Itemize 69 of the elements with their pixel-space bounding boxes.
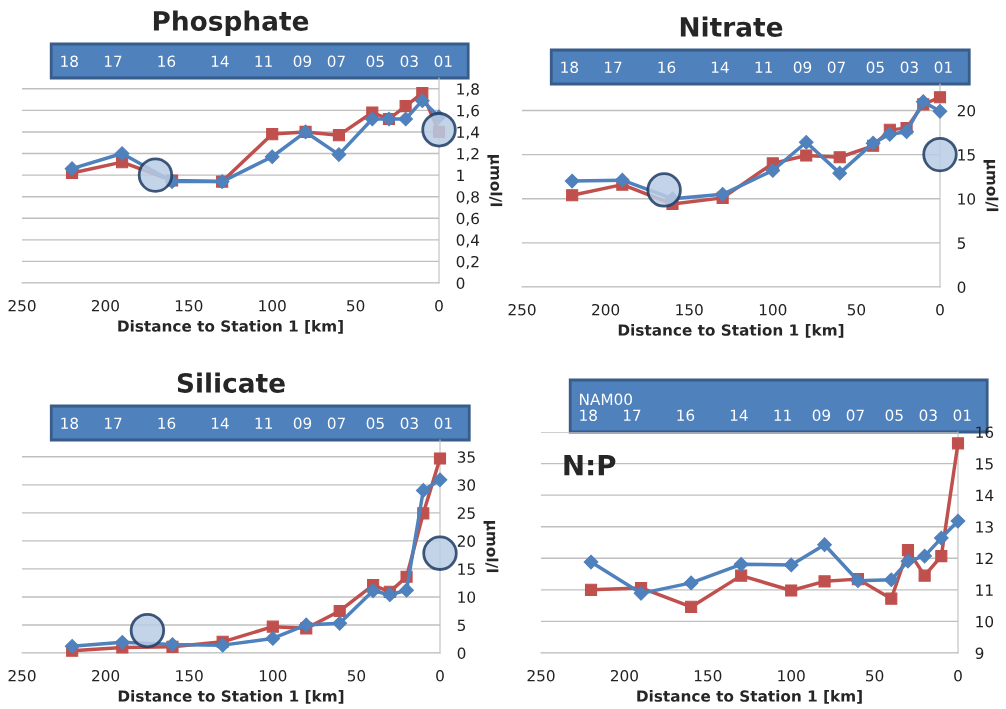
- chart-title: Phosphate: [153, 10, 309, 36]
- y-tick-label: 13: [976, 521, 993, 533]
- y-tick-label: 5: [457, 619, 466, 631]
- x-tick-label: 250: [8, 299, 36, 312]
- y-tick-label: 9: [975, 647, 984, 660]
- y-tick-label: 10: [958, 193, 976, 205]
- text: 18 17 16 14 11 09 07 05 03 01: [61, 55, 452, 68]
- y-tick-label: 20: [457, 535, 476, 547]
- x-tick-label: 150: [175, 299, 203, 312]
- x-tick-label: 200: [92, 669, 120, 682]
- x-axis-title: Distance to Station 1 [km]: [118, 690, 344, 704]
- x-tick-label: 250: [8, 669, 36, 682]
- x-tick-label: 50: [866, 669, 884, 682]
- x-tick-label: 250: [508, 303, 536, 316]
- x-tick-label: 0: [436, 669, 444, 682]
- x-tick-label: 50: [347, 669, 366, 682]
- x-tick-label: 50: [847, 303, 866, 316]
- y-tick-label: 10: [976, 615, 994, 628]
- y-tick-label: 0,8: [456, 191, 479, 205]
- x-axis-title: Distance to Station 1 [km]: [118, 320, 343, 334]
- x-tick-label: 200: [592, 303, 620, 316]
- x-axis-title: Distance to Station 1 [km]: [637, 690, 862, 704]
- y-tick-label: 14: [976, 489, 994, 501]
- y-tick-label: 0: [457, 647, 466, 660]
- annotation: N:P: [564, 454, 616, 476]
- y-tick-label: 20: [957, 104, 976, 117]
- y-axis-title: µmol/l: [483, 520, 499, 573]
- y-tick-label: 0,6: [456, 212, 479, 226]
- x-tick-label: 100: [759, 303, 787, 316]
- y-tick-label: 0: [456, 277, 465, 290]
- y-tick-label: 1,6: [457, 104, 479, 118]
- x-tick-label: 100: [778, 669, 805, 682]
- y-tick-label: 25: [457, 507, 475, 519]
- y-tick-label: 16: [976, 426, 994, 439]
- x-tick-label: 0: [936, 303, 944, 316]
- y-tick-label: 1,8: [457, 83, 479, 97]
- y-tick-label: 12: [976, 552, 993, 565]
- x-tick-label: 250: [527, 669, 555, 682]
- x-tick-label: 0: [435, 299, 443, 312]
- x-tick-label: 150: [176, 669, 203, 682]
- chart-title: Nitrate: [680, 16, 783, 37]
- y-tick-label: 0: [957, 281, 966, 294]
- x-tick-label: 200: [91, 299, 119, 312]
- y-tick-label: 15: [976, 458, 993, 470]
- x-tick-label: 100: [259, 299, 286, 312]
- x-axis-title: Distance to Station 1 [km]: [618, 324, 844, 338]
- x-tick-label: 50: [347, 299, 365, 312]
- y-axis-title: µmol/l: [487, 154, 503, 207]
- y-tick-label: 35: [457, 451, 475, 463]
- text: 18 17 16 14 11 09 07 05 03 01: [561, 61, 952, 74]
- y-tick-label: 30: [457, 479, 476, 491]
- y-tick-label: 0,4: [456, 234, 480, 248]
- text: NAM00 18 17 16 14 11 09 07 05 03 01: [580, 393, 971, 422]
- y-tick-label: 1,2: [457, 147, 479, 162]
- y-tick-label: 15: [958, 149, 975, 161]
- y-tick-label: 1,4: [457, 126, 480, 140]
- x-tick-label: 150: [676, 303, 703, 316]
- chart-title: Silicate: [177, 372, 285, 393]
- x-tick-label: 150: [694, 669, 722, 682]
- y-tick-label: 11: [976, 584, 993, 596]
- text: 18 17 16 14 11 09 07 05 03 01: [61, 417, 452, 430]
- y-tick-label: 5: [957, 237, 966, 249]
- x-tick-label: 100: [259, 669, 287, 682]
- y-tick-label: 0,2: [456, 255, 479, 269]
- y-tick-label: 15: [458, 563, 475, 575]
- y-tick-label: 1: [457, 169, 464, 181]
- y-axis-title: µmol/l: [983, 159, 999, 212]
- y-tick-label: 10: [458, 591, 476, 603]
- x-tick-label: 200: [610, 669, 638, 682]
